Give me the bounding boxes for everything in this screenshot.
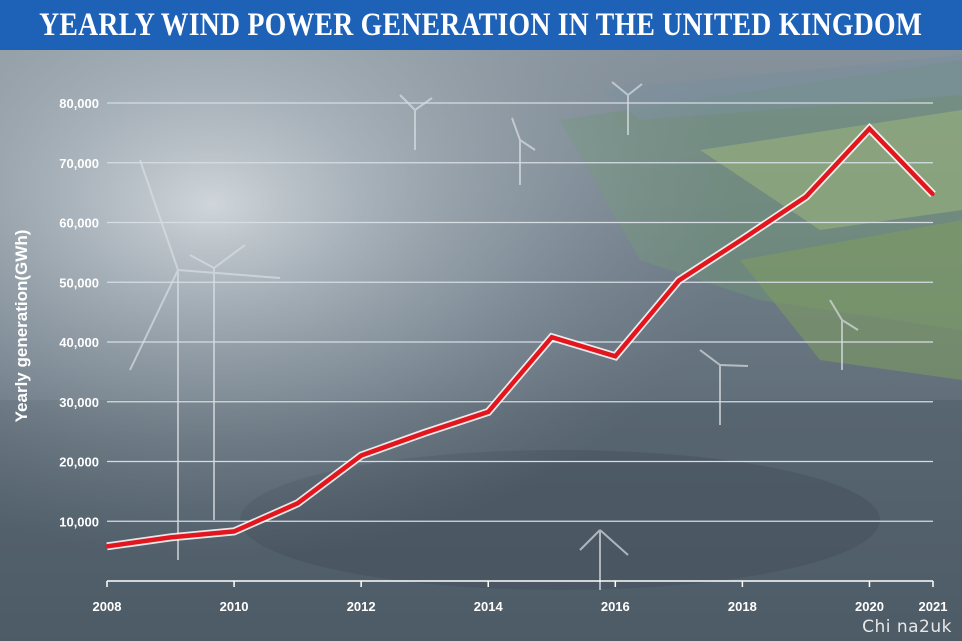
y-tick-label: 50,000	[59, 275, 99, 290]
data-point	[105, 544, 109, 548]
x-tick-label: 2014	[474, 599, 504, 614]
watermark: Chi na2uk	[862, 617, 952, 637]
x-tick-label: 2020	[855, 599, 884, 614]
data-point	[931, 192, 935, 196]
x-axis: 2008 2010 2012 2014 2016 2018 2020 2021	[93, 580, 948, 614]
x-tick-label: 2018	[728, 599, 757, 614]
x-tick-label: 2012	[347, 599, 376, 614]
y-tick-label: 30,000	[59, 395, 99, 410]
y-axis-title: Yearly generation(GWh)	[12, 230, 31, 423]
data-point	[550, 335, 554, 339]
y-tick-label: 20,000	[59, 455, 99, 470]
data-point	[677, 278, 681, 282]
data-point	[169, 535, 173, 539]
data-point	[613, 354, 617, 358]
x-tick-label: 2021	[919, 599, 948, 614]
title-bar: YEARLY WIND POWER GENERATION IN THE UNIT…	[0, 0, 962, 50]
series-line-layer	[105, 122, 936, 551]
data-point	[359, 454, 363, 458]
y-tick-label: 70,000	[59, 156, 99, 171]
y-tick-label: 40,000	[59, 335, 99, 350]
x-tick-label: 2016	[601, 599, 630, 614]
data-point	[486, 410, 490, 414]
data-point	[296, 501, 300, 505]
chart-title: YEARLY WIND POWER GENERATION IN THE UNIT…	[39, 6, 923, 43]
x-tick-label: 2010	[220, 599, 249, 614]
y-tick-label: 80,000	[59, 96, 99, 111]
series-line	[106, 125, 935, 549]
data-point	[867, 127, 871, 131]
data-point	[804, 195, 808, 199]
y-tick-label: 60,000	[59, 216, 99, 231]
data-point	[232, 529, 236, 533]
y-axis-tick-labels: 10,000 20,000 30,000 40,000 50,000 60,000 70,0…	[59, 96, 99, 529]
x-tick-label: 2008	[93, 599, 122, 614]
data-point	[740, 237, 744, 241]
y-tick-label: 10,000	[59, 514, 99, 529]
data-point	[423, 431, 427, 435]
gridlines	[107, 102, 933, 522]
